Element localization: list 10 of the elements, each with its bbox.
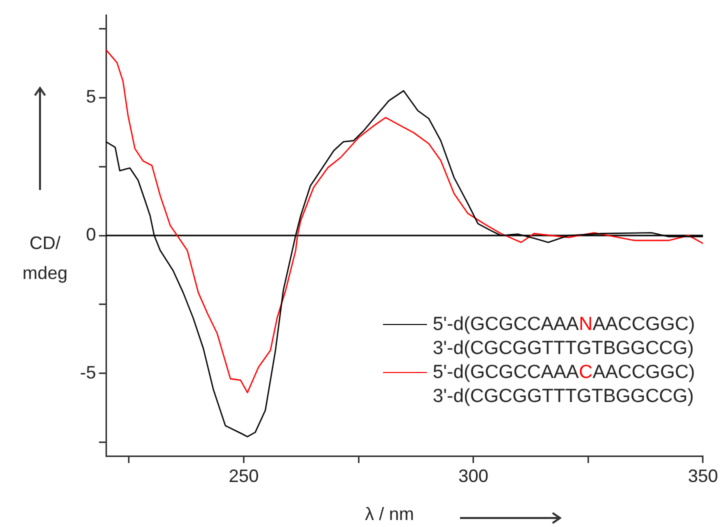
y-tick-label: -5	[80, 362, 96, 382]
legend-label: 5'-d(GCGCCAAANAACCGGC) 3'-d(CGCGGTTTGTBGGCCG)	[432, 313, 695, 361]
x-tick-label: 300	[458, 466, 488, 486]
x-tick-label: 350	[688, 466, 718, 486]
y-tick-label: 0	[86, 224, 96, 244]
y-axis-title: CD/ mdeg	[21, 232, 69, 285]
x-tick-label: 250	[228, 466, 259, 486]
x-axis-title: λ / nm	[365, 504, 414, 525]
y-tick-label: 5	[86, 86, 96, 107]
legend-label: 5'-d(GCGCCAAACAACCGGC) 3'-d(CGCGGTTTGTBGGCCG)	[432, 361, 695, 409]
